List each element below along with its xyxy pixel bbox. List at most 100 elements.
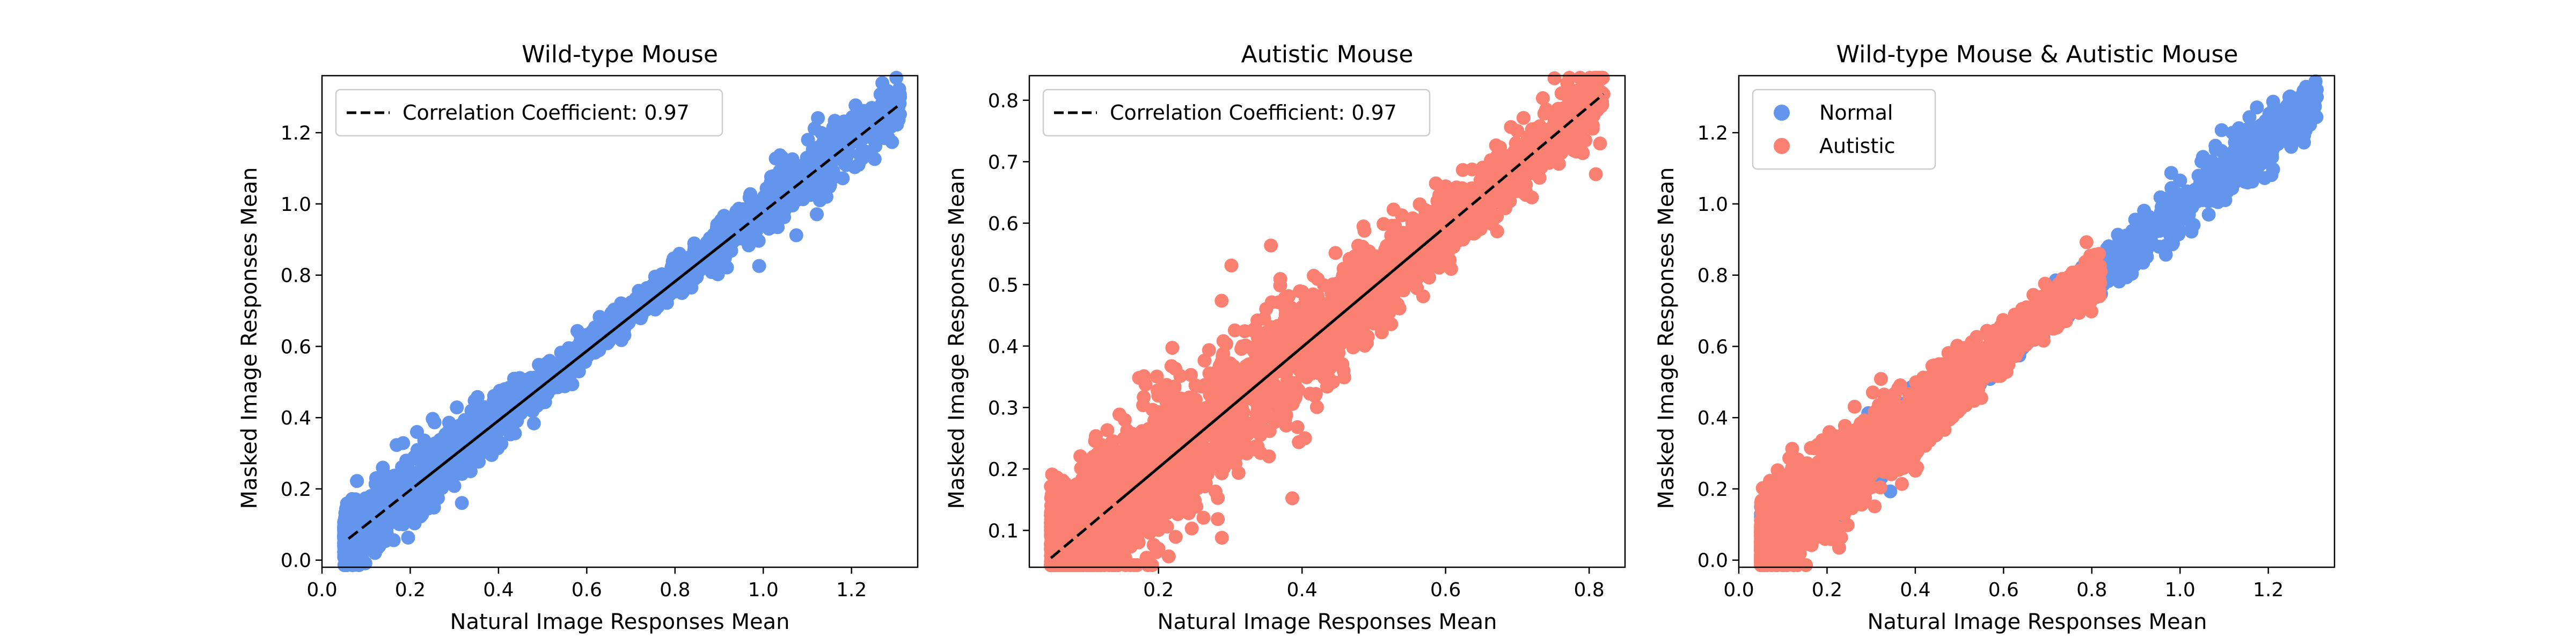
data-point — [1510, 124, 1525, 138]
data-point — [1458, 225, 1473, 240]
data-point — [1231, 466, 1246, 480]
y-axis-label: Masked Image Responses Mean — [945, 167, 969, 509]
y-tick-label: 0.6 — [281, 336, 311, 358]
data-point — [1516, 111, 1531, 125]
data-point — [1372, 304, 1386, 318]
data-point — [1165, 484, 1179, 499]
data-point — [1444, 262, 1458, 276]
x-tick-label: 0.4 — [483, 579, 514, 601]
data-point — [749, 232, 763, 247]
y-tick-label: 0.4 — [281, 407, 311, 429]
data-point — [1088, 429, 1103, 443]
x-tick-label: 1.0 — [748, 579, 779, 601]
x-tick-label: 0.0 — [306, 579, 337, 601]
data-point — [1405, 231, 1419, 246]
data-point — [628, 291, 643, 306]
data-point — [1284, 307, 1299, 321]
data-point — [1308, 389, 1322, 403]
data-point — [2214, 123, 2229, 137]
y-axis-label: Masked Image Responses Mean — [237, 167, 262, 509]
panel-title: Wild-type Mouse & Autistic Mouse — [1836, 41, 2238, 68]
data-point — [1198, 459, 1213, 473]
data-point — [1267, 384, 1281, 398]
data-point — [1593, 136, 1607, 151]
data-point — [540, 386, 555, 401]
data-point — [1262, 449, 1276, 464]
data-point — [1330, 276, 1345, 290]
data-point — [390, 438, 404, 452]
data-point — [1111, 513, 1126, 528]
data-point — [772, 152, 787, 167]
x-tick-label: 0.4 — [1287, 579, 1318, 601]
y-tick-label: 1.0 — [281, 194, 311, 216]
data-point — [811, 111, 825, 125]
data-point — [1213, 453, 1227, 468]
panel-wild-type: Wild-type Mouse 0.0 0.2 0.4 0.6 0.8 1.0 1.2 0.… — [237, 41, 919, 634]
data-point — [455, 496, 469, 510]
data-point — [341, 500, 356, 514]
data-point — [1181, 506, 1196, 521]
data-point — [1307, 268, 1321, 283]
data-point — [1264, 295, 1279, 310]
data-point — [657, 271, 671, 286]
data-point — [1154, 409, 1169, 424]
data-point — [712, 250, 726, 265]
x-tick-label: 0.2 — [1143, 579, 1174, 601]
data-point — [1343, 330, 1357, 344]
data-point — [1174, 391, 1189, 406]
data-point — [711, 267, 725, 281]
data-point — [1264, 238, 1278, 253]
data-point — [400, 494, 414, 509]
data-point — [1240, 427, 1255, 442]
legend: Correlation Coefficient: 0.97 — [1042, 89, 1431, 137]
data-point — [368, 546, 382, 560]
data-point — [1529, 155, 1544, 169]
data-point — [1267, 343, 1281, 357]
data-point — [1292, 435, 1306, 449]
data-point — [1553, 135, 1567, 149]
data-point — [889, 71, 904, 85]
data-point — [1167, 379, 1182, 394]
data-point — [752, 197, 766, 211]
data-point — [1311, 306, 1326, 320]
x-tick-label: 0.8 — [1574, 579, 1604, 601]
data-point — [1573, 71, 1587, 85]
data-point — [1151, 541, 1166, 556]
data-point — [1336, 363, 1351, 378]
data-point — [1422, 258, 1436, 272]
x-tick-label: 1.2 — [836, 579, 867, 601]
data-point — [1474, 203, 1489, 218]
x-tick-label: 0.6 — [572, 579, 602, 601]
data-point — [1251, 349, 1265, 364]
data-point — [1092, 447, 1106, 461]
data-point — [396, 517, 411, 531]
data-point — [1145, 434, 1159, 448]
x-tick-label: 0.6 — [1430, 579, 1461, 601]
data-point — [1044, 558, 1059, 572]
data-point — [1161, 427, 1176, 441]
data-point — [672, 246, 686, 261]
y-tick-label: 0.1 — [988, 520, 1019, 542]
legend: Correlation Coefficient: 0.97 — [335, 89, 723, 137]
data-point — [375, 498, 389, 513]
data-point — [508, 426, 522, 441]
data-point — [1410, 216, 1424, 230]
data-point — [1211, 512, 1225, 526]
data-point — [1551, 101, 1565, 116]
legend-label: Correlation Coefficient: 0.97 — [402, 101, 690, 125]
data-point — [1192, 479, 1206, 494]
data-point — [337, 516, 352, 531]
data-point — [1130, 433, 1144, 447]
data-point — [1362, 248, 1377, 262]
data-point — [818, 182, 832, 197]
data-point — [844, 118, 859, 133]
data-point — [1386, 202, 1401, 217]
data-point — [1462, 189, 1476, 203]
data-point — [1348, 309, 1363, 324]
data-point — [1136, 398, 1151, 413]
data-point — [1539, 142, 1553, 157]
data-point — [1547, 71, 1562, 85]
data-point — [1219, 358, 1233, 373]
data-point — [1214, 531, 1229, 545]
data-point — [350, 474, 364, 488]
